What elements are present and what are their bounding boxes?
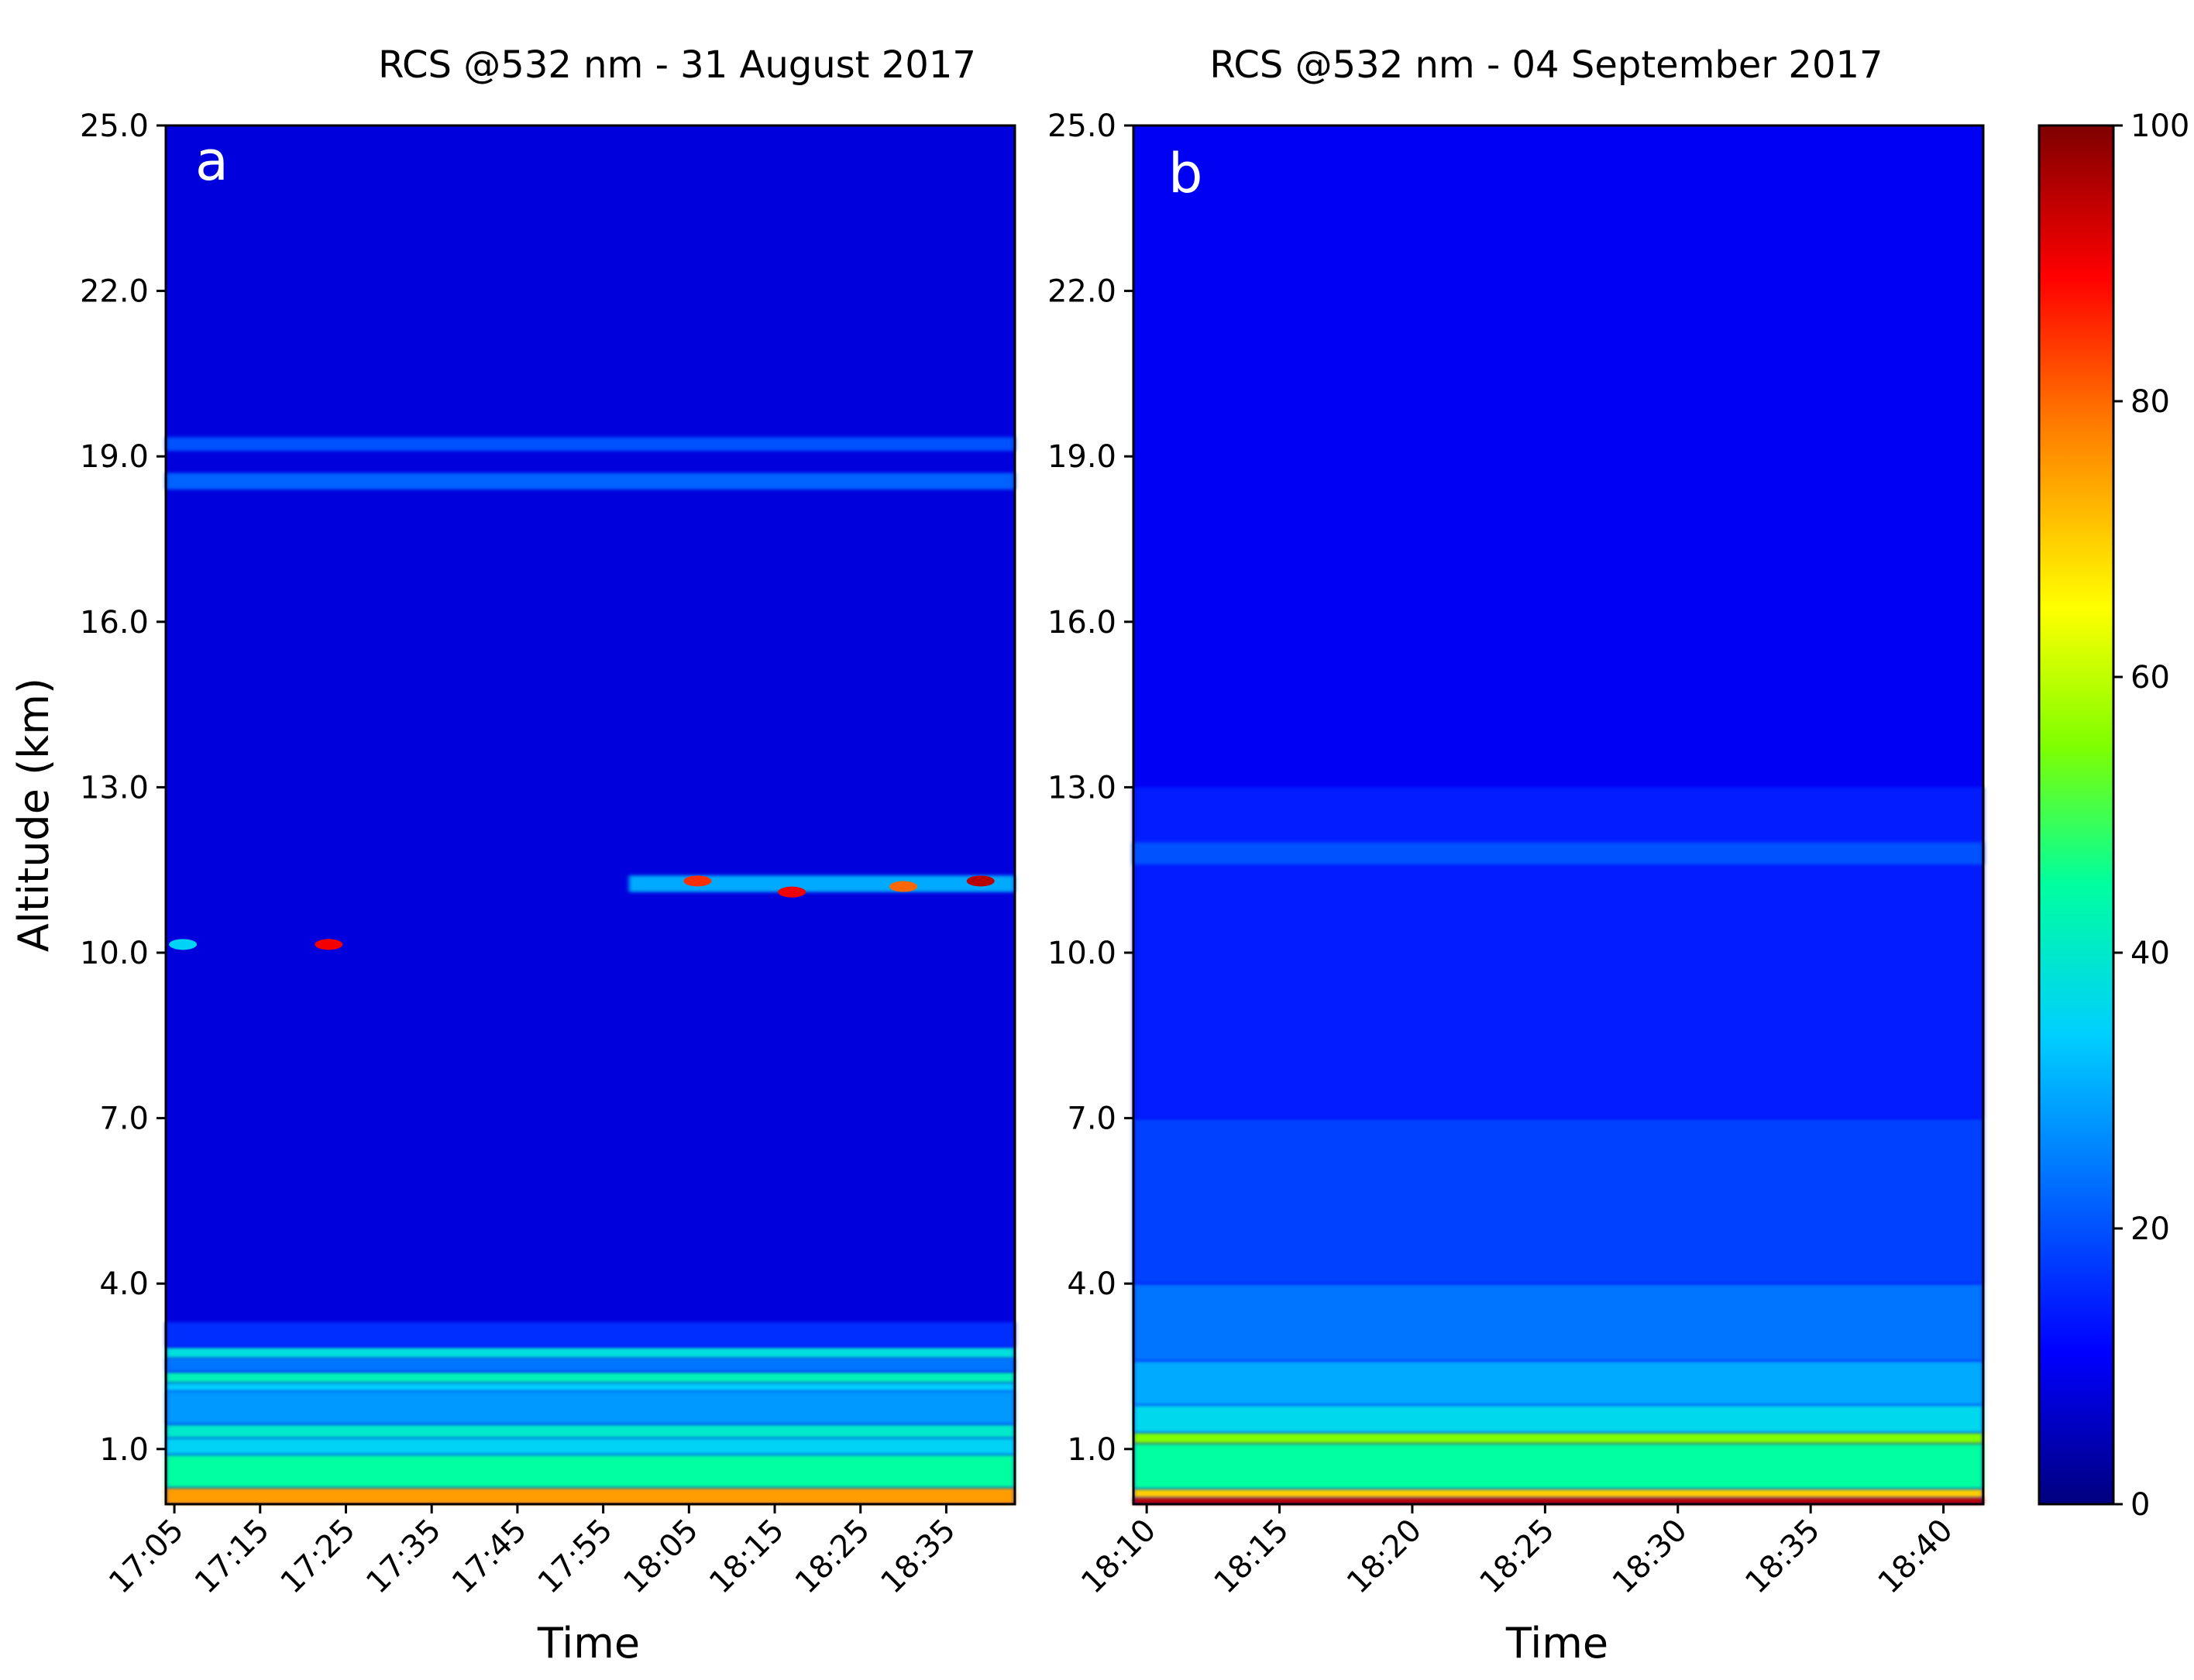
- x-tick-label: 18:15: [1208, 1513, 1296, 1601]
- y-tick-label: 13.0: [1047, 770, 1116, 806]
- panel-a-title: RCS @532 nm - 31 August 2017: [378, 43, 976, 87]
- heatmap-layer-6: [166, 1372, 1015, 1383]
- x-tick-label: 18:40: [1872, 1513, 1960, 1601]
- heatmap-layer-3: [166, 1424, 1015, 1438]
- x-tick-label: 18:05: [617, 1513, 705, 1601]
- colorbar-tick-label: 20: [2130, 1211, 2170, 1247]
- heatmap-layer-6: [1133, 1283, 1983, 1361]
- panel-b-label: b: [1168, 142, 1202, 205]
- y-tick-label: 19.0: [80, 439, 149, 475]
- y-tick-label: 1.0: [99, 1432, 149, 1468]
- colorbar-tick-label: 80: [2130, 384, 2170, 420]
- heatmap-layer-5: [1133, 1360, 1983, 1405]
- y-tick-label: 19.0: [1047, 439, 1116, 475]
- x-tick-label: 17:35: [359, 1513, 448, 1601]
- colorbar-gradient: [2038, 124, 2115, 1506]
- panel-a-y-ticks: 1.0 4.0 7.0 10.0 13.0 16.0 19.0 22.0 25.0: [80, 108, 166, 1468]
- x-tick-label: 18:30: [1606, 1513, 1694, 1601]
- x-tick-label: 17:25: [274, 1513, 363, 1601]
- y-tick-label: 10.0: [1047, 936, 1116, 971]
- colorbar-tick-label: 60: [2130, 660, 2170, 696]
- y-tick-label: 7.0: [1067, 1101, 1116, 1137]
- colorbar-tick-label: 100: [2130, 108, 2189, 144]
- x-tick-label: 17:15: [188, 1513, 277, 1601]
- heatmap-layer-4: [166, 1391, 1015, 1424]
- x-tick-label: 18:20: [1340, 1513, 1429, 1601]
- panel-b-x-ticks: 18:10 18:15 18:20 18:25 18:30 18:35 18:40: [1075, 1504, 1960, 1601]
- y-tick-label: 7.0: [99, 1101, 149, 1137]
- y-tick-label: 25.0: [1047, 108, 1116, 144]
- x-tick-label: 18:10: [1075, 1513, 1163, 1601]
- heatmap-layer-9: [1133, 842, 1983, 865]
- colorbar-tick-label: 0: [2130, 1487, 2150, 1523]
- panel-a-y-axis-label: Altitude (km): [9, 678, 58, 952]
- heatmap-layer-8: [1133, 787, 1983, 1118]
- heatmap-layer-0: [166, 1487, 1015, 1504]
- panel-b-frame: [1132, 124, 1985, 1506]
- heatmap-layer-7: [1133, 1118, 1983, 1284]
- heatmap-layer-7: [166, 1358, 1015, 1373]
- y-tick-label: 16.0: [80, 605, 149, 641]
- x-tick-label: 17:55: [531, 1513, 620, 1601]
- heatmap-layer-8: [166, 1347, 1015, 1359]
- heatmap-layer-1: [1133, 1489, 1983, 1498]
- colorbar-ticks: 0 20 40 60 80 100: [2113, 108, 2189, 1523]
- x-tick-label: 17:05: [102, 1513, 191, 1601]
- y-tick-label: 22.0: [80, 274, 149, 310]
- heatmap-background: [166, 125, 1015, 1504]
- heatmap-layer-3: [1133, 1432, 1983, 1444]
- heatmap-feature-1: [778, 886, 806, 898]
- heatmap-layer-0: [1133, 1497, 1983, 1504]
- heatmap-layer-1: [166, 1454, 1015, 1488]
- colorbar-tick-label: 40: [2130, 936, 2170, 971]
- heatmap-layer-5: [166, 1383, 1015, 1392]
- panel-a-x-ticks: 17:0517:1517:2517:3517:4517:5518:0518:15…: [102, 1504, 963, 1601]
- y-tick-label: 1.0: [1067, 1432, 1116, 1468]
- panel-b-y-ticks: 1.0 4.0 7.0 10.0 13.0 16.0 19.0 22.0 25.0: [1047, 108, 1133, 1468]
- heatmap-layer-4: [1133, 1404, 1983, 1433]
- panel-b: RCS @532 nm - 04 September 2017 b 1.0 4.0…: [1047, 43, 1985, 1668]
- x-tick-label: 18:25: [789, 1513, 877, 1601]
- panel-b-x-axis-label: Time: [1505, 1619, 1608, 1668]
- y-tick-label: 4.0: [99, 1266, 149, 1302]
- x-tick-label: 18:35: [874, 1513, 962, 1601]
- heatmap-layer-12: [628, 875, 1015, 892]
- heatmap-layer-11: [166, 437, 1015, 452]
- panel-a-x-axis-label: Time: [537, 1619, 640, 1668]
- heatmap-layer-9: [166, 1322, 1015, 1348]
- y-tick-label: 16.0: [1047, 605, 1116, 641]
- x-tick-label: 18:25: [1473, 1513, 1561, 1601]
- y-tick-label: 22.0: [1047, 274, 1116, 310]
- x-tick-label: 18:35: [1738, 1513, 1827, 1601]
- x-tick-label: 18:15: [703, 1513, 791, 1601]
- heatmap-feature-0: [683, 875, 712, 887]
- panel-a: RCS @532 nm - 31 August 2017 a 1.0 4.0 7.0…: [9, 43, 1016, 1668]
- x-tick-label: 17:45: [445, 1513, 534, 1601]
- y-tick-label: 10.0: [80, 936, 149, 971]
- heatmap-layer-2: [166, 1438, 1015, 1455]
- heatmap-feature-3: [966, 875, 995, 887]
- y-tick-label: 25.0: [80, 108, 149, 144]
- panel-b-title: RCS @532 nm - 04 September 2017: [1209, 43, 1883, 87]
- panel-a-frame: [164, 124, 1016, 1506]
- panel-a-plot-area: [166, 125, 1015, 1504]
- heatmap-feature-4: [315, 939, 343, 950]
- heatmap-feature-5: [169, 939, 198, 950]
- y-tick-label: 13.0: [80, 770, 149, 806]
- panel-a-label: a: [195, 129, 229, 193]
- panel-b-plot-area: [1133, 125, 1983, 1504]
- heatmap-layer-10: [166, 472, 1015, 490]
- heatmap-feature-2: [889, 881, 918, 892]
- colorbar: 0 20 40 60 80 100: [2038, 108, 2189, 1523]
- y-tick-label: 4.0: [1067, 1266, 1116, 1302]
- heatmap-layer-2: [1133, 1443, 1983, 1489]
